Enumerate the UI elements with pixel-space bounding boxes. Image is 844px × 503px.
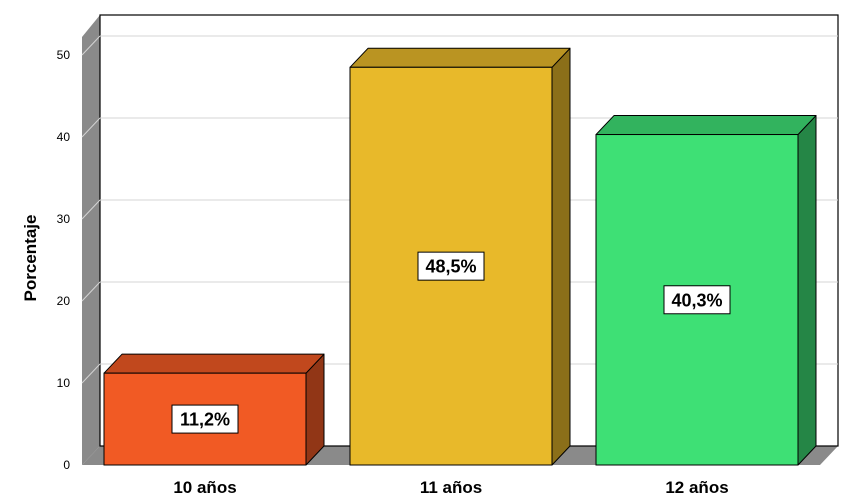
gridline-side xyxy=(81,199,101,220)
bar-top xyxy=(103,353,325,374)
data-label: 40,3% xyxy=(671,290,722,310)
bar-side xyxy=(797,115,817,466)
bar-top xyxy=(595,115,817,136)
y-tick-label: 50 xyxy=(57,48,71,62)
x-tick-label: 11 años xyxy=(420,478,482,497)
chart-side-wall xyxy=(82,15,100,465)
bar-3: 40,3% xyxy=(595,115,817,466)
y-axis-title: Porcentaje xyxy=(21,215,40,302)
bar-top xyxy=(349,47,571,68)
y-tick-label: 30 xyxy=(57,212,71,226)
gridline-side xyxy=(81,363,101,384)
y-tick-label: 20 xyxy=(57,294,71,308)
data-label-box xyxy=(417,251,485,281)
x-tick-label: 10 años xyxy=(173,478,236,497)
data-label: 11,2% xyxy=(180,410,230,430)
gridline-side xyxy=(81,281,101,302)
gridline-side xyxy=(81,117,101,138)
gridline-side xyxy=(81,35,101,56)
bar-1: 11,2% xyxy=(103,353,325,466)
data-label-box xyxy=(663,285,731,315)
data-label-box xyxy=(171,404,239,434)
y-tick-label: 0 xyxy=(63,458,70,472)
bar-2: 48,5% xyxy=(349,47,571,466)
y-tick-label: 40 xyxy=(57,130,71,144)
y-tick-label: 10 xyxy=(57,376,71,390)
data-label: 48,5% xyxy=(425,257,476,277)
x-tick-label: 12 años xyxy=(665,478,728,497)
bar-side xyxy=(551,47,571,466)
